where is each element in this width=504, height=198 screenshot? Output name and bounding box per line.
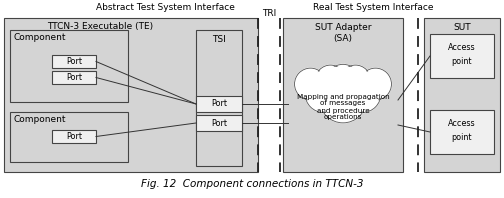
Text: Access: Access [448, 44, 476, 52]
Text: Mapping and propagation
of messages
and procedure
operations: Mapping and propagation of messages and … [297, 93, 389, 121]
Text: (SA): (SA) [334, 34, 352, 44]
FancyBboxPatch shape [430, 110, 494, 154]
Circle shape [342, 67, 369, 94]
Circle shape [345, 77, 379, 110]
Circle shape [307, 77, 341, 110]
Circle shape [305, 75, 343, 113]
FancyBboxPatch shape [52, 130, 96, 143]
Text: Port: Port [66, 132, 82, 141]
Text: Abstract Test System Interface: Abstract Test System Interface [96, 4, 234, 12]
FancyBboxPatch shape [196, 96, 242, 112]
Text: point: point [452, 132, 472, 142]
FancyBboxPatch shape [424, 18, 500, 172]
Circle shape [359, 68, 392, 100]
FancyBboxPatch shape [10, 112, 128, 162]
FancyBboxPatch shape [10, 30, 128, 102]
Text: TTCN-3 Executable (TE): TTCN-3 Executable (TE) [47, 22, 154, 30]
Text: Component: Component [14, 32, 67, 42]
Circle shape [317, 67, 344, 94]
Text: SUT: SUT [453, 24, 471, 32]
Text: TRI: TRI [262, 10, 276, 18]
Circle shape [322, 79, 364, 120]
Circle shape [340, 65, 371, 95]
Text: Real Test System Interface: Real Test System Interface [313, 4, 433, 12]
Text: Fig. 12  Component connections in TTCN-3: Fig. 12 Component connections in TTCN-3 [141, 179, 363, 189]
Circle shape [361, 70, 390, 98]
Circle shape [320, 76, 366, 123]
Circle shape [316, 65, 346, 95]
FancyBboxPatch shape [4, 18, 258, 172]
FancyBboxPatch shape [196, 30, 242, 166]
FancyBboxPatch shape [283, 18, 403, 172]
FancyBboxPatch shape [52, 71, 96, 84]
Text: Port: Port [211, 100, 227, 109]
Text: point: point [452, 56, 472, 66]
FancyBboxPatch shape [52, 55, 96, 68]
Circle shape [296, 70, 325, 98]
Text: Port: Port [211, 118, 227, 128]
Circle shape [294, 68, 327, 100]
Text: Port: Port [66, 73, 82, 82]
Circle shape [328, 66, 358, 96]
Circle shape [326, 64, 360, 99]
Circle shape [343, 75, 381, 113]
Text: TSI: TSI [212, 34, 226, 44]
FancyBboxPatch shape [196, 115, 242, 131]
Text: Component: Component [14, 114, 67, 124]
Text: Port: Port [66, 57, 82, 66]
Text: Access: Access [448, 120, 476, 129]
Text: SUT Adapter: SUT Adapter [315, 24, 371, 32]
FancyBboxPatch shape [430, 34, 494, 78]
